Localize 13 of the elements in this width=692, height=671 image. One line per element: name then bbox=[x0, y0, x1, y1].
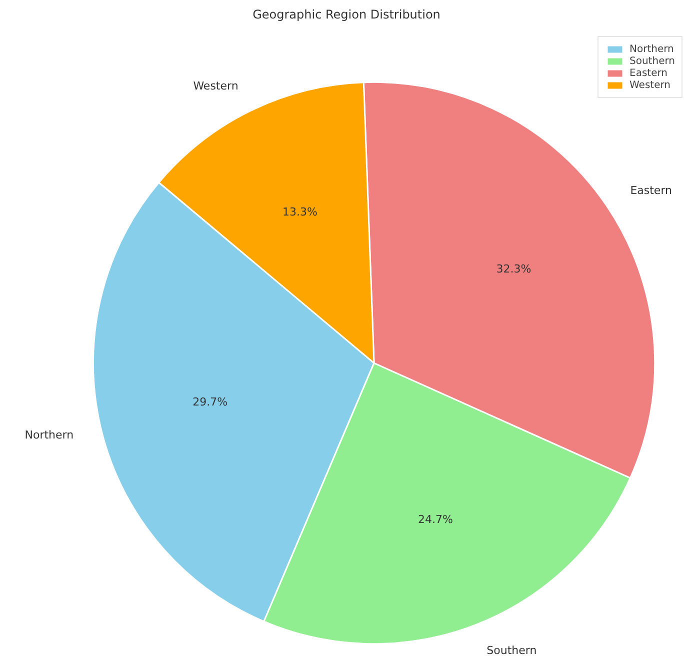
slice-label: Northern bbox=[24, 428, 74, 442]
slice-label: Eastern bbox=[630, 184, 672, 198]
data-label: 13.3% bbox=[282, 205, 318, 218]
legend-label: Western bbox=[630, 79, 671, 91]
data-label: 24.7% bbox=[418, 513, 453, 526]
data-label: 29.7% bbox=[192, 396, 228, 409]
chart-title: Geographic Region Distribution bbox=[252, 8, 440, 22]
slice-label: Western bbox=[193, 79, 238, 92]
data-label: 32.3% bbox=[496, 262, 532, 276]
slice-label: Southern bbox=[486, 644, 537, 657]
legend-label: Northern bbox=[630, 43, 674, 55]
legend-label: Eastern bbox=[630, 67, 668, 79]
legend-label: Southern bbox=[630, 55, 675, 67]
